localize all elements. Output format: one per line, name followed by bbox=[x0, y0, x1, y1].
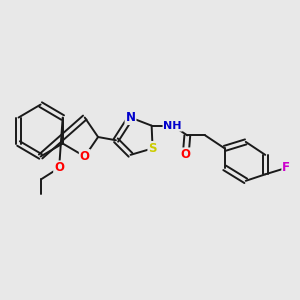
Text: O: O bbox=[80, 150, 90, 163]
Text: O: O bbox=[181, 148, 191, 161]
Text: S: S bbox=[148, 142, 157, 155]
Text: F: F bbox=[282, 161, 290, 174]
Text: N: N bbox=[125, 111, 136, 124]
Text: NH: NH bbox=[164, 121, 182, 131]
Text: O: O bbox=[54, 161, 64, 174]
